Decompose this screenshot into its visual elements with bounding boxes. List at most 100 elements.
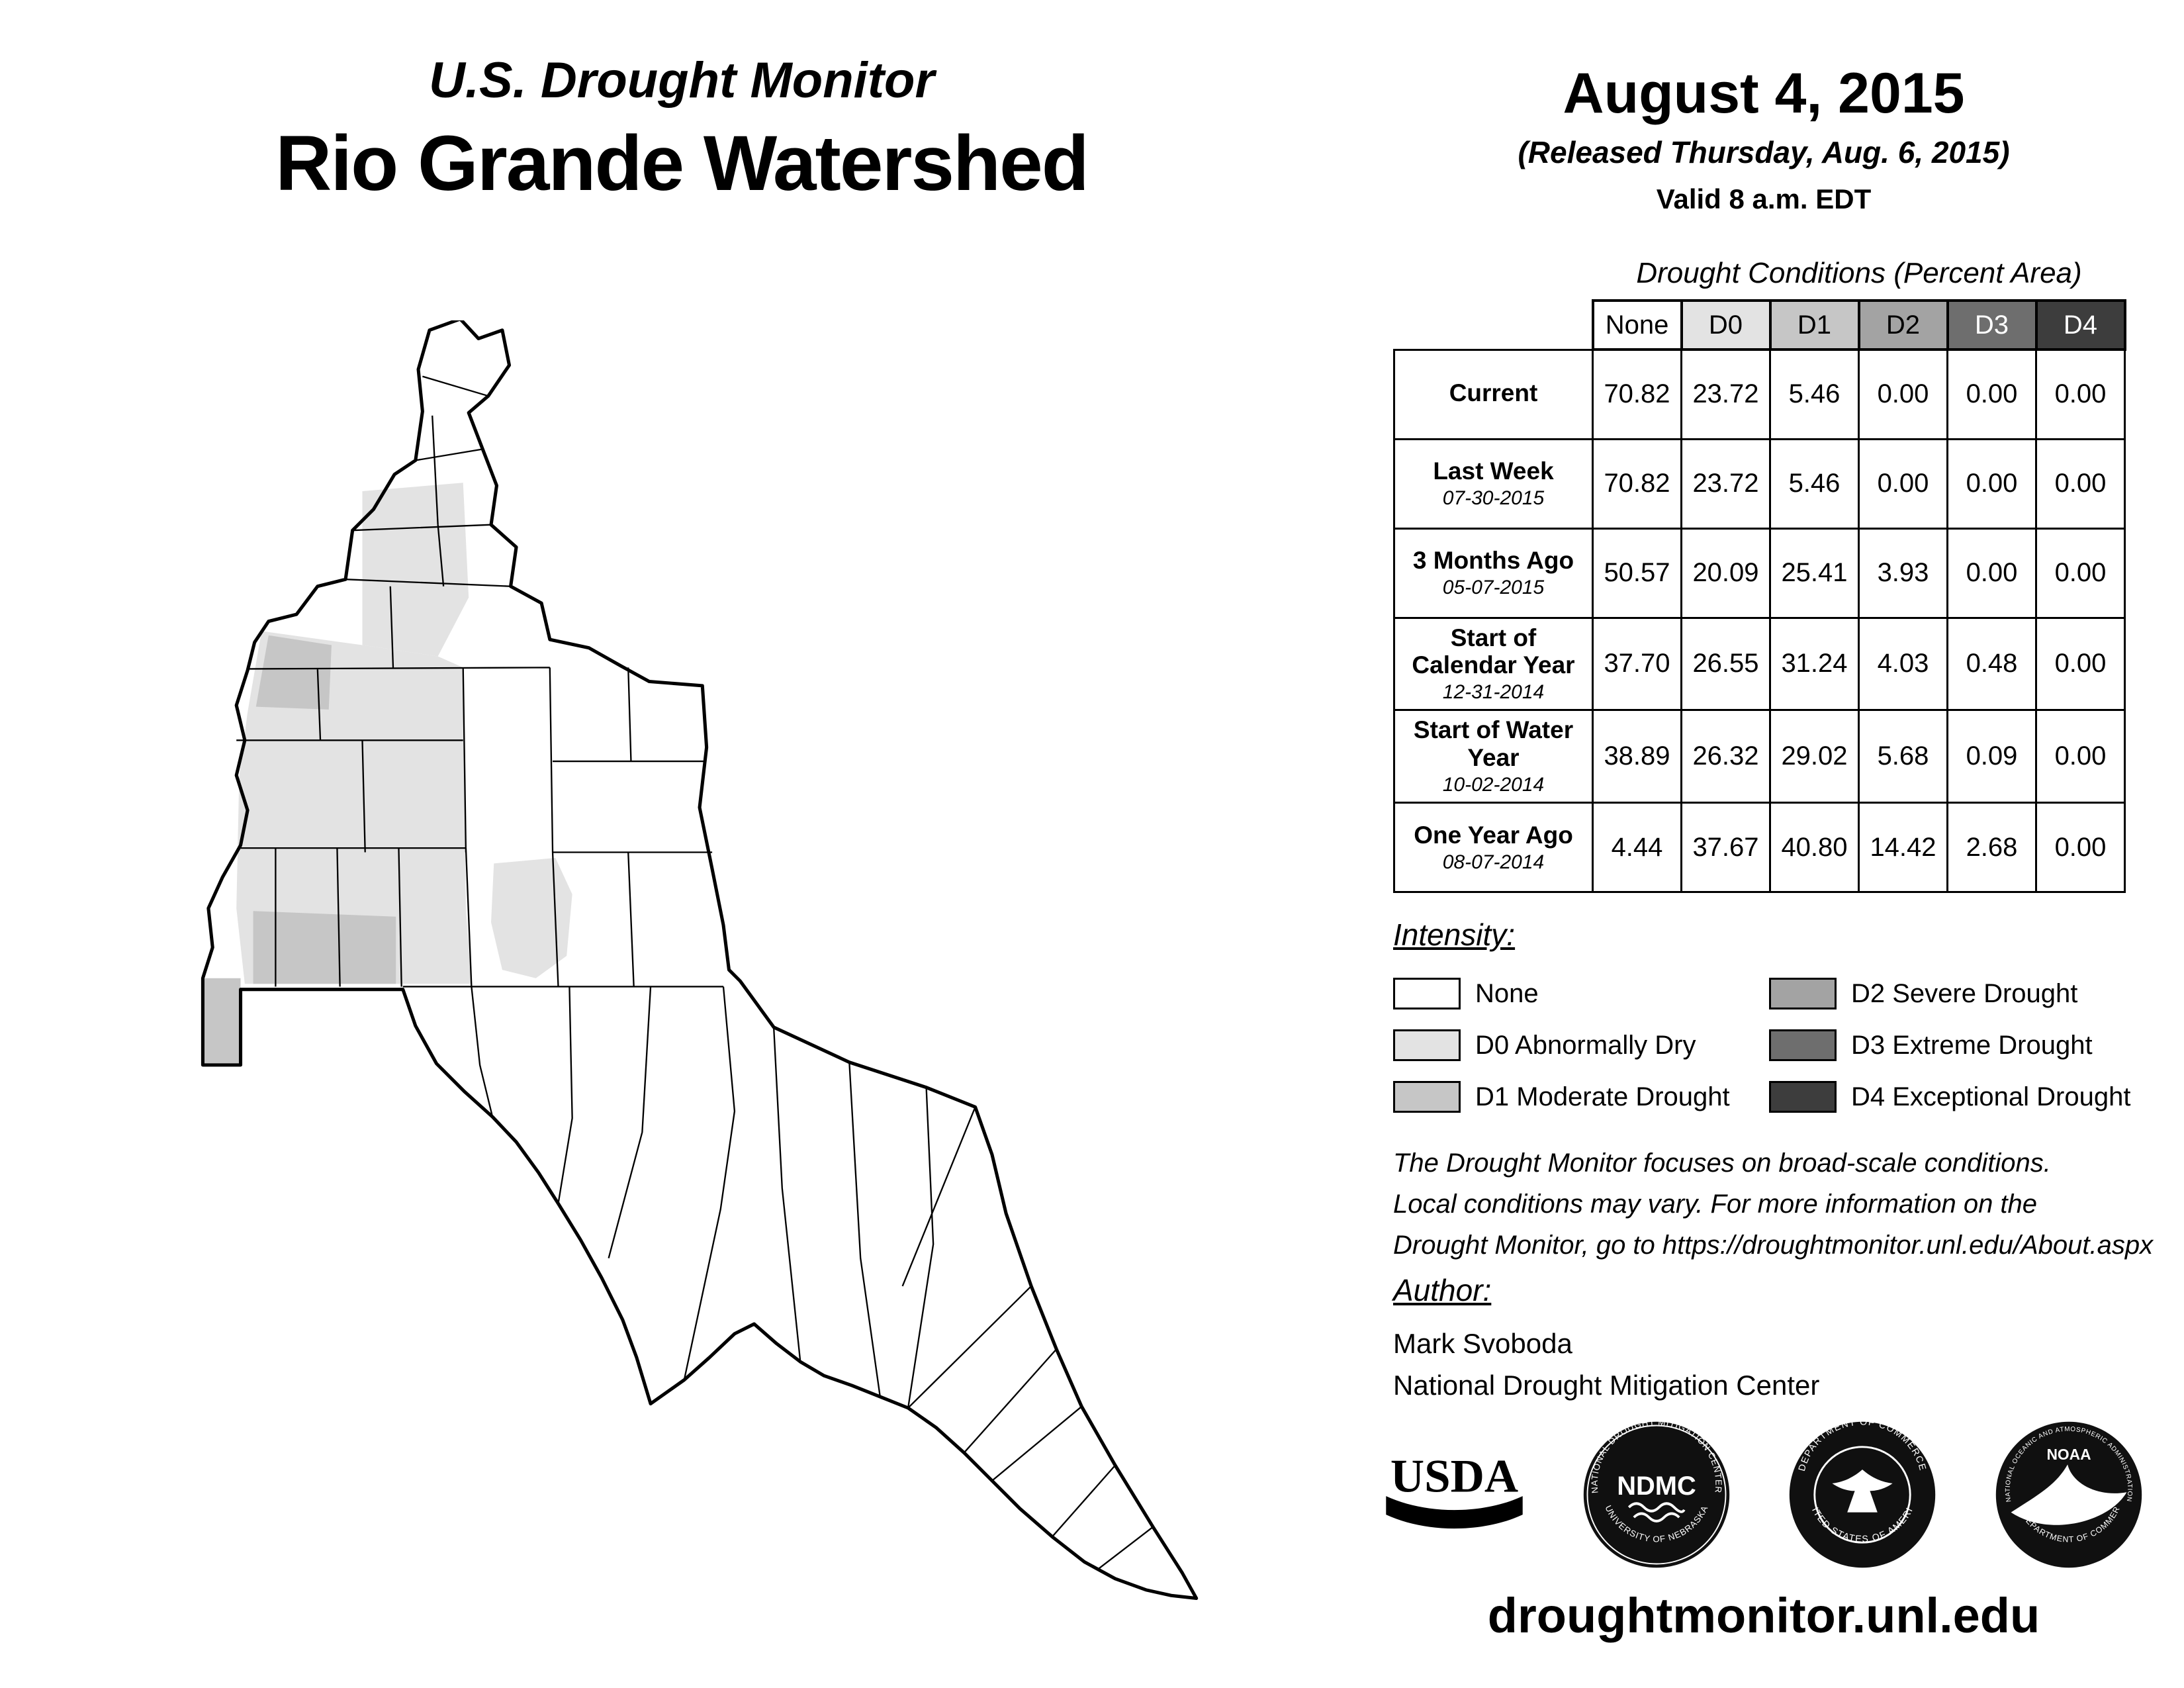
legend-swatch-d0 <box>1393 1029 1461 1061</box>
table-cell: 26.32 <box>1680 709 1771 804</box>
intensity-heading: Intensity: <box>1393 917 1516 952</box>
col-header-d2: D2 <box>1857 299 1949 351</box>
table-row-last-week: Last Week 07-30-2015 70.82 23.72 5.46 0.0… <box>1393 438 2126 530</box>
table-cell: 23.72 <box>1680 348 1771 440</box>
map-d0-area <box>491 857 572 978</box>
report-title: U.S. Drought Monitor <box>428 52 935 109</box>
row-label: Current <box>1393 348 1594 440</box>
legend-item-d4: D4 Exceptional Drought <box>1769 1081 2141 1113</box>
table-cell: 38.89 <box>1592 709 1682 804</box>
drought-conditions-table: None D0 D1 D2 D3 D4 Current 70.82 23.72 … <box>1393 299 2126 894</box>
svg-text:NDMC: NDMC <box>1617 1472 1696 1501</box>
date-block: August 4, 2015 (Released Thursday, Aug. … <box>1403 61 2124 215</box>
table-cell: 37.67 <box>1680 802 1771 894</box>
author-heading: Author: <box>1393 1273 1492 1307</box>
table-cell: 5.68 <box>1858 709 1948 804</box>
table-cell: 29.02 <box>1769 709 1860 804</box>
table-cell: 0.00 <box>1946 438 2037 530</box>
logo-row: USDA NATIONAL DROUGHT MITIGATION CENTER … <box>1383 1417 2144 1572</box>
usda-swoosh <box>1386 1495 1523 1528</box>
table-cell: 0.48 <box>1946 616 2037 712</box>
table-cell: 0.00 <box>2035 438 2126 530</box>
author-block: Author: Mark Svoboda National Drought Mi… <box>1393 1272 1819 1406</box>
table-cell: 2.68 <box>1946 802 2037 894</box>
county-boundary-lines <box>236 375 1154 1570</box>
table-cell: 3.93 <box>1858 527 1948 619</box>
table-cell: 0.00 <box>2035 527 2126 619</box>
svg-text:NOAA: NOAA <box>2046 1445 2091 1462</box>
watershed-boundary <box>201 320 1199 1601</box>
table-row-one-year-ago: One Year Ago 08-07-2014 4.44 37.67 40.80 … <box>1393 802 2126 894</box>
map-d1-area <box>253 911 396 984</box>
table-cell: 0.00 <box>2035 709 2126 804</box>
table-cell: 37.70 <box>1592 616 1682 712</box>
table-cell: 14.42 <box>1858 802 1948 894</box>
table-cell: 26.55 <box>1680 616 1771 712</box>
legend-item-none: None <box>1393 978 1769 1009</box>
table-cell: 0.00 <box>1946 527 2037 619</box>
legend-item-d0: D0 Abnormally Dry <box>1393 1029 1769 1061</box>
row-label: One Year Ago 08-07-2014 <box>1393 802 1594 894</box>
col-header-none: None <box>1591 299 1683 351</box>
disclaimer-text: The Drought Monitor focuses on broad-sca… <box>1393 1143 2153 1266</box>
table-corner <box>1394 301 1593 350</box>
website-url: droughtmonitor.unl.edu <box>1487 1588 2040 1643</box>
table-cell: 0.09 <box>1946 709 2037 804</box>
table-cell: 0.00 <box>1858 438 1948 530</box>
legend-swatch-d1 <box>1393 1081 1461 1113</box>
table-cell: 70.82 <box>1592 348 1682 440</box>
ndmc-logo: NATIONAL DROUGHT MITIGATION CENTER UNIVE… <box>1583 1419 1729 1568</box>
table-cell: 0.00 <box>2035 802 2126 894</box>
noaa-logo: NATIONAL OCEANIC AND ATMOSPHERIC ADMINIS… <box>1993 1419 2142 1568</box>
table-row-start-calendar-year: Start of Calendar Year 12-31-2014 37.70 2… <box>1393 616 2126 712</box>
row-label: 3 Months Ago 05-07-2015 <box>1393 527 1594 619</box>
map-date: August 4, 2015 <box>1563 62 1965 125</box>
legend-swatch-d3 <box>1769 1029 1837 1061</box>
intensity-legend: None D0 Abnormally Dry D1 Moderate Droug… <box>1393 968 2141 1123</box>
valid-time: Valid 8 a.m. EDT <box>1656 183 1872 214</box>
table-cell: 0.00 <box>1946 348 2037 440</box>
table-cell: 50.57 <box>1592 527 1682 619</box>
table-cell: 40.80 <box>1769 802 1860 894</box>
table-title: Drought Conditions (Percent Area) <box>1636 257 2082 289</box>
author-organization: National Drought Mitigation Center <box>1393 1370 1820 1401</box>
legend-item-d3: D3 Extreme Drought <box>1769 1029 2141 1061</box>
table-cell: 0.00 <box>2035 348 2126 440</box>
table-cell: 31.24 <box>1769 616 1860 712</box>
ndmc-waves <box>1627 1501 1686 1523</box>
table-row-3-months-ago: 3 Months Ago 05-07-2015 50.57 20.09 25.41… <box>1393 527 2126 619</box>
rio-grande-watershed-map <box>201 320 1199 1601</box>
disclaimer-line: Drought Monitor, go to https://droughtmo… <box>1393 1231 2154 1260</box>
svg-text:USDA: USDA <box>1390 1450 1518 1502</box>
watershed-fill <box>203 320 1197 1599</box>
usda-logo: USDA <box>1386 1450 1523 1528</box>
legend-item-d2: D2 Severe Drought <box>1769 978 2141 1009</box>
table-cell: 4.03 <box>1858 616 1948 712</box>
row-label: Last Week 07-30-2015 <box>1393 438 1594 530</box>
table-cell: 4.44 <box>1592 802 1682 894</box>
col-header-d0: D0 <box>1680 299 1772 351</box>
map-d0-area <box>236 631 472 984</box>
col-header-d1: D1 <box>1768 299 1860 351</box>
table-cell: 23.72 <box>1680 438 1771 530</box>
disclaimer-line: The Drought Monitor focuses on broad-sca… <box>1393 1149 2051 1178</box>
author-name: Mark Svoboda <box>1393 1328 1572 1359</box>
map-d1-area <box>255 635 332 710</box>
row-label: Start of Calendar Year 12-31-2014 <box>1393 616 1594 712</box>
doc-eagle-emblem <box>1832 1469 1893 1513</box>
drought-table-wrap: None D0 D1 D2 D3 D4 Current 70.82 23.72 … <box>1393 299 2126 894</box>
disclaimer-line: Local conditions may vary. For more info… <box>1393 1190 2038 1219</box>
row-label: Start of Water Year 10-02-2014 <box>1393 709 1594 804</box>
table-row-start-water-year: Start of Water Year 10-02-2014 38.89 26.3… <box>1393 709 2126 804</box>
table-cell: 5.46 <box>1769 438 1860 530</box>
noaa-bird-emblem <box>2011 1464 2127 1525</box>
title-block: U.S. Drought Monitor Rio Grande Watershe… <box>159 52 1205 209</box>
table-row-current: Current 70.82 23.72 5.46 0.00 0.00 0.00 <box>1393 348 2126 440</box>
col-header-d4: D4 <box>2034 299 2126 351</box>
legend-swatch-none <box>1393 978 1461 1009</box>
legend-swatch-d4 <box>1769 1081 1837 1113</box>
table-cell: 25.41 <box>1769 527 1860 619</box>
legend-swatch-d2 <box>1769 978 1837 1009</box>
table-cell: 20.09 <box>1680 527 1771 619</box>
